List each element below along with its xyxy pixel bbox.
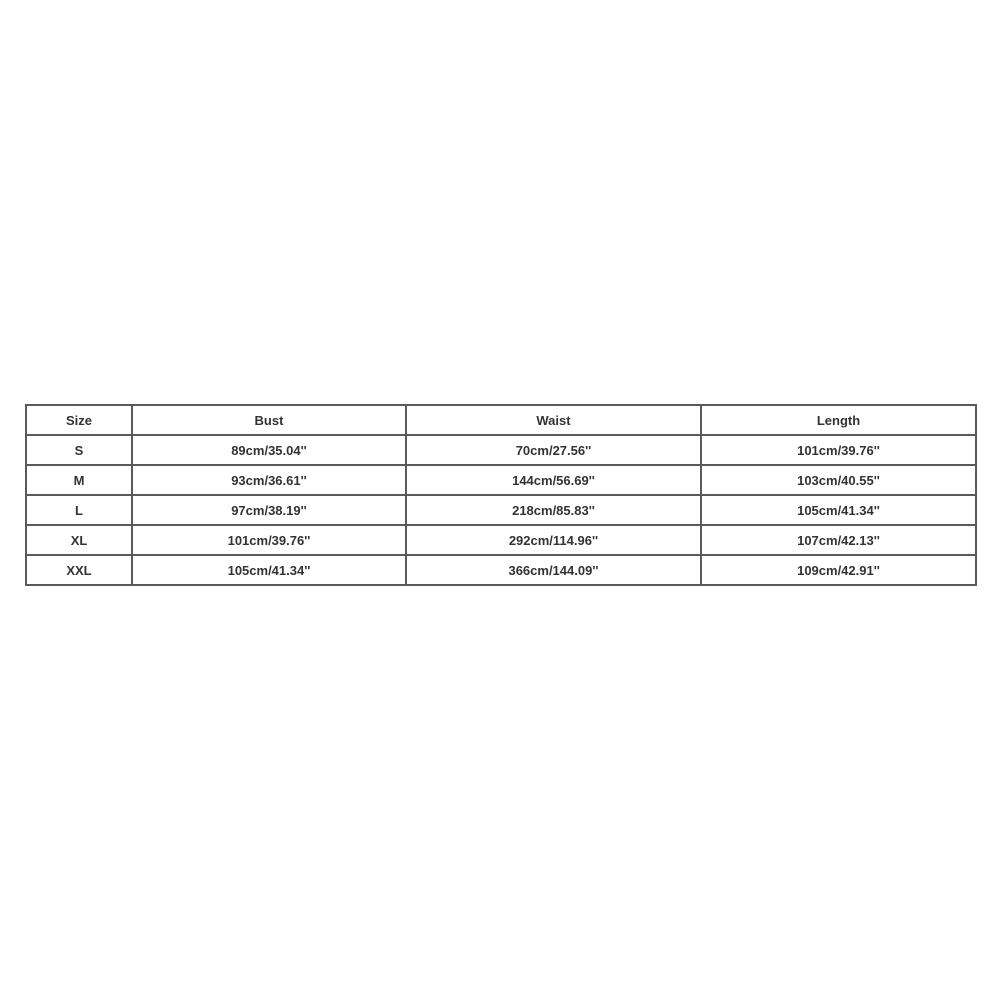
table-row: XXL 105cm/41.34'' 366cm/144.09'' 109cm/42.9… <box>25 554 977 586</box>
table-row: L 97cm/38.19'' 218cm/85.83'' 105cm/41.34'' <box>25 494 977 526</box>
waist-cell: 70cm/27.56'' <box>405 434 702 466</box>
waist-cell: 218cm/85.83'' <box>405 494 702 526</box>
length-cell: 109cm/42.91'' <box>700 554 977 586</box>
table-row: XL 101cm/39.76'' 292cm/114.96'' 107cm/42.13… <box>25 524 977 556</box>
size-chart-table: Size Bust Waist Length S 89cm/35.04'' 70cm… <box>25 404 977 586</box>
header-size: Size <box>25 404 133 436</box>
length-cell: 101cm/39.76'' <box>700 434 977 466</box>
waist-cell: 366cm/144.09'' <box>405 554 702 586</box>
size-cell: XL <box>25 524 133 556</box>
table-row: M 93cm/36.61'' 144cm/56.69'' 103cm/40.55'' <box>25 464 977 496</box>
bust-cell: 93cm/36.61'' <box>131 464 407 496</box>
size-cell: L <box>25 494 133 526</box>
length-cell: 103cm/40.55'' <box>700 464 977 496</box>
header-waist: Waist <box>405 404 702 436</box>
bust-cell: 89cm/35.04'' <box>131 434 407 466</box>
table-row: S 89cm/35.04'' 70cm/27.56'' 101cm/39.76'' <box>25 434 977 466</box>
bust-cell: 105cm/41.34'' <box>131 554 407 586</box>
waist-cell: 292cm/114.96'' <box>405 524 702 556</box>
header-length: Length <box>700 404 977 436</box>
size-cell: S <box>25 434 133 466</box>
waist-cell: 144cm/56.69'' <box>405 464 702 496</box>
length-cell: 105cm/41.34'' <box>700 494 977 526</box>
length-cell: 107cm/42.13'' <box>700 524 977 556</box>
bust-cell: 101cm/39.76'' <box>131 524 407 556</box>
size-cell: XXL <box>25 554 133 586</box>
header-bust: Bust <box>131 404 407 436</box>
header-row: Size Bust Waist Length <box>25 404 977 436</box>
bust-cell: 97cm/38.19'' <box>131 494 407 526</box>
size-cell: M <box>25 464 133 496</box>
